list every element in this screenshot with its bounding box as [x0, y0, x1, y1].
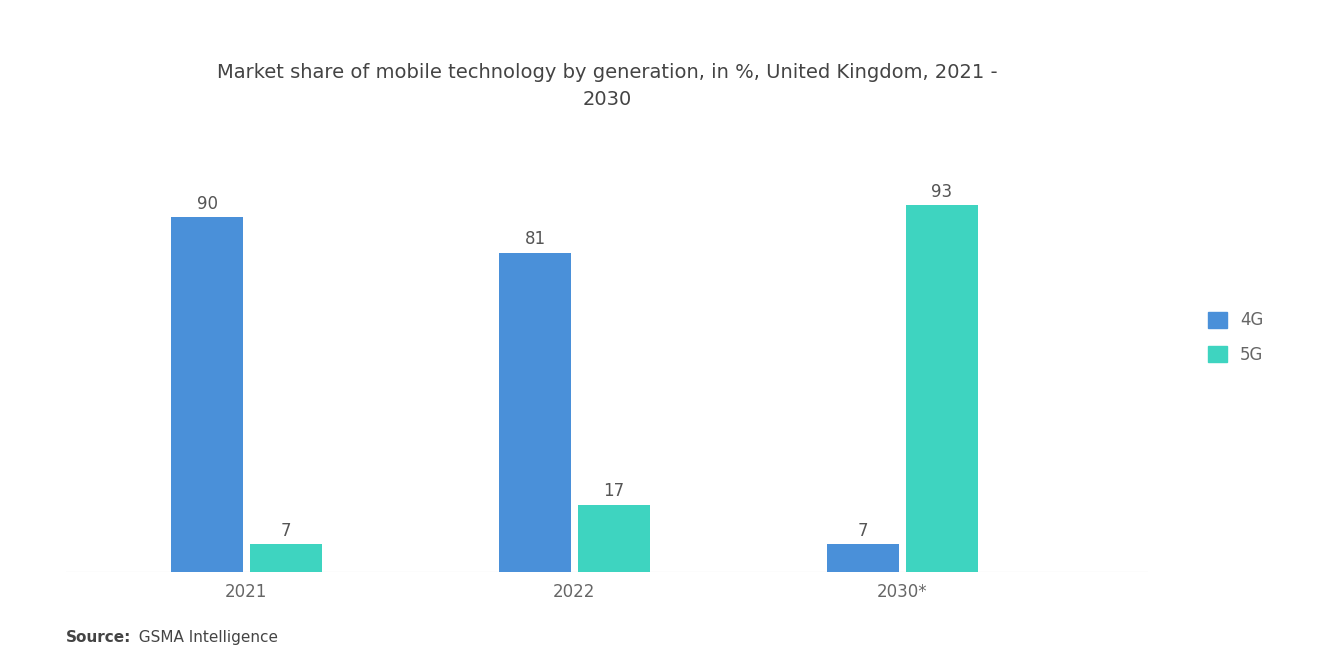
Text: 90: 90	[197, 194, 218, 213]
Text: 7: 7	[281, 521, 290, 539]
Legend: 4G, 5G: 4G, 5G	[1201, 305, 1270, 371]
Title: Market share of mobile technology by generation, in %, United Kingdom, 2021 -
20: Market share of mobile technology by gen…	[216, 63, 998, 108]
Text: 81: 81	[524, 230, 545, 248]
Bar	[249, 545, 322, 572]
Bar	[172, 217, 243, 572]
Text: 7: 7	[858, 521, 869, 539]
Text: GSMA Intelligence: GSMA Intelligence	[129, 630, 279, 645]
Text: 93: 93	[931, 183, 952, 201]
Text: 17: 17	[603, 482, 624, 500]
Bar	[826, 545, 899, 572]
Bar	[499, 253, 572, 572]
Bar	[578, 505, 649, 572]
Text: Source:: Source:	[66, 630, 132, 645]
Bar	[906, 205, 978, 572]
